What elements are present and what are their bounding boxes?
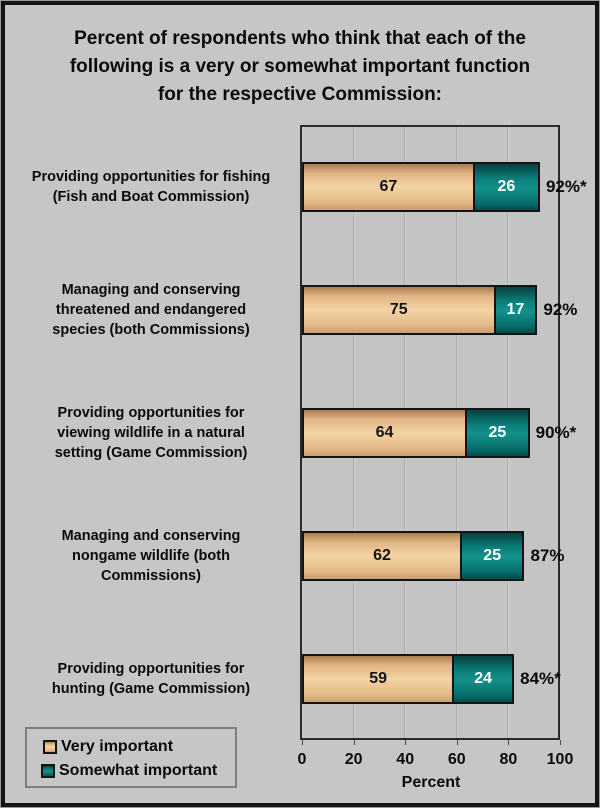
stacked-bar: 59 24 84%*	[302, 617, 561, 740]
x-tick-mark	[302, 740, 303, 745]
stacked-bar: 67 26 92%*	[302, 125, 587, 248]
bar-row: Managing and conserving threatened and e…	[0, 248, 600, 371]
bar-segment-very-important: 59	[302, 653, 455, 704]
bar-value-label: 25	[488, 423, 507, 441]
x-tick-label: 80	[499, 751, 518, 768]
bar-total-label: 92%*	[545, 176, 587, 196]
bar-value-label: 25	[483, 546, 502, 564]
x-tick-mark	[508, 740, 510, 745]
category-label: Providing opportunities for fishing (Fis…	[31, 168, 271, 205]
legend-item-very-important: Very important	[43, 736, 235, 758]
bar-row: Providing opportunities for fishing (Fis…	[0, 125, 600, 248]
x-tick-label: 40	[396, 751, 415, 768]
bar-value-label: 17	[506, 300, 525, 318]
bar-value-label: 24	[474, 669, 493, 687]
bar-value-label: 64	[375, 423, 394, 441]
bar-row: Managing and conserving nongame wildlife…	[0, 494, 600, 617]
legend-label: Somewhat important	[59, 762, 218, 779]
category-label: Providing opportunities for viewing wild…	[54, 404, 248, 461]
x-tick-label: 60	[447, 751, 466, 768]
x-tick-label: 20	[344, 751, 363, 768]
x-tick-mark	[353, 740, 355, 745]
bar-row: Providing opportunities for viewing wild…	[0, 371, 600, 494]
bar-value-label: 67	[379, 177, 398, 195]
stacked-bar: 75 17 92%	[302, 248, 577, 371]
bar-segment-somewhat-important: 26	[472, 161, 540, 212]
x-tick-mark	[405, 740, 407, 745]
stacked-bar: 62 25 87%	[302, 494, 564, 617]
bar-value-label: 59	[369, 669, 387, 687]
bar-value-label: 62	[373, 546, 391, 564]
bar-row: Providing opportunities for hunting (Gam…	[0, 617, 600, 740]
x-tick-mark	[456, 740, 458, 745]
legend-item-somewhat-important: Somewhat important	[41, 760, 235, 782]
x-axis-title: Percent	[401, 774, 461, 791]
category-label: Providing opportunities for hunting (Gam…	[51, 660, 251, 697]
bar-segment-very-important: 64	[302, 407, 468, 458]
legend: Very important Somewhat important	[25, 727, 237, 788]
x-tick-mark	[560, 740, 561, 745]
x-tick-label: 0	[297, 751, 307, 768]
bar-total-label: 90%*	[535, 422, 577, 442]
category-label: Managing and conserving nongame wildlife…	[61, 527, 241, 584]
x-tick-label: 100	[546, 751, 574, 768]
bar-segment-somewhat-important: 17	[493, 284, 538, 335]
bar-segment-somewhat-important: 24	[452, 653, 515, 704]
somewhat-important-swatch-icon	[41, 764, 55, 778]
bar-total-label: 84%*	[520, 668, 561, 688]
bar-value-label: 75	[389, 300, 408, 318]
category-label: Managing and conserving threatened and e…	[52, 281, 250, 338]
bar-total-label: 87%	[530, 545, 565, 565]
legend-label: Very important	[61, 738, 174, 755]
bar-value-label: 26	[497, 177, 516, 195]
bar-segment-somewhat-important: 25	[465, 407, 530, 458]
bar-segment-somewhat-important: 25	[459, 530, 525, 581]
stacked-bar: 64 25 90%*	[302, 371, 576, 494]
bar-segment-very-important: 62	[302, 530, 462, 581]
bar-total-label: 92%	[543, 299, 578, 319]
bar-segment-very-important: 67	[302, 161, 475, 212]
very-important-swatch-icon	[43, 740, 57, 754]
bar-segment-very-important: 75	[302, 284, 496, 335]
chart-title: Percent of respondents who think that ea…	[69, 28, 531, 105]
